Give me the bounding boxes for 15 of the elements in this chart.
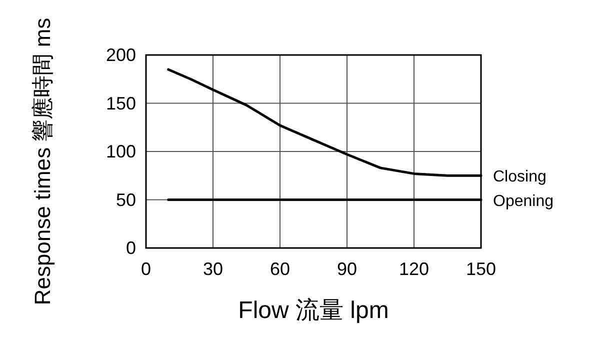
x-tick-label: 60 bbox=[270, 259, 290, 279]
x-tick-label: 90 bbox=[336, 259, 358, 279]
y-axis-title: Response times 響應時間 ms bbox=[30, 18, 55, 306]
series-label: Opening bbox=[493, 192, 554, 210]
x-axis-title: Flow 流量 lpm bbox=[238, 297, 389, 324]
y-tick-label: 150 bbox=[106, 93, 136, 114]
y-tick-label: 100 bbox=[106, 142, 136, 162]
y-tick-label: 200 bbox=[106, 45, 136, 65]
x-tick-label: 0 bbox=[140, 259, 152, 279]
x-tick-label: 120 bbox=[398, 259, 430, 279]
y-tick-label: 50 bbox=[116, 190, 136, 210]
x-tick-label: 150 bbox=[466, 259, 496, 279]
x-tick-label: 30 bbox=[202, 259, 224, 279]
y-tick-label: 0 bbox=[126, 238, 136, 258]
series-label: Closing bbox=[493, 168, 546, 186]
